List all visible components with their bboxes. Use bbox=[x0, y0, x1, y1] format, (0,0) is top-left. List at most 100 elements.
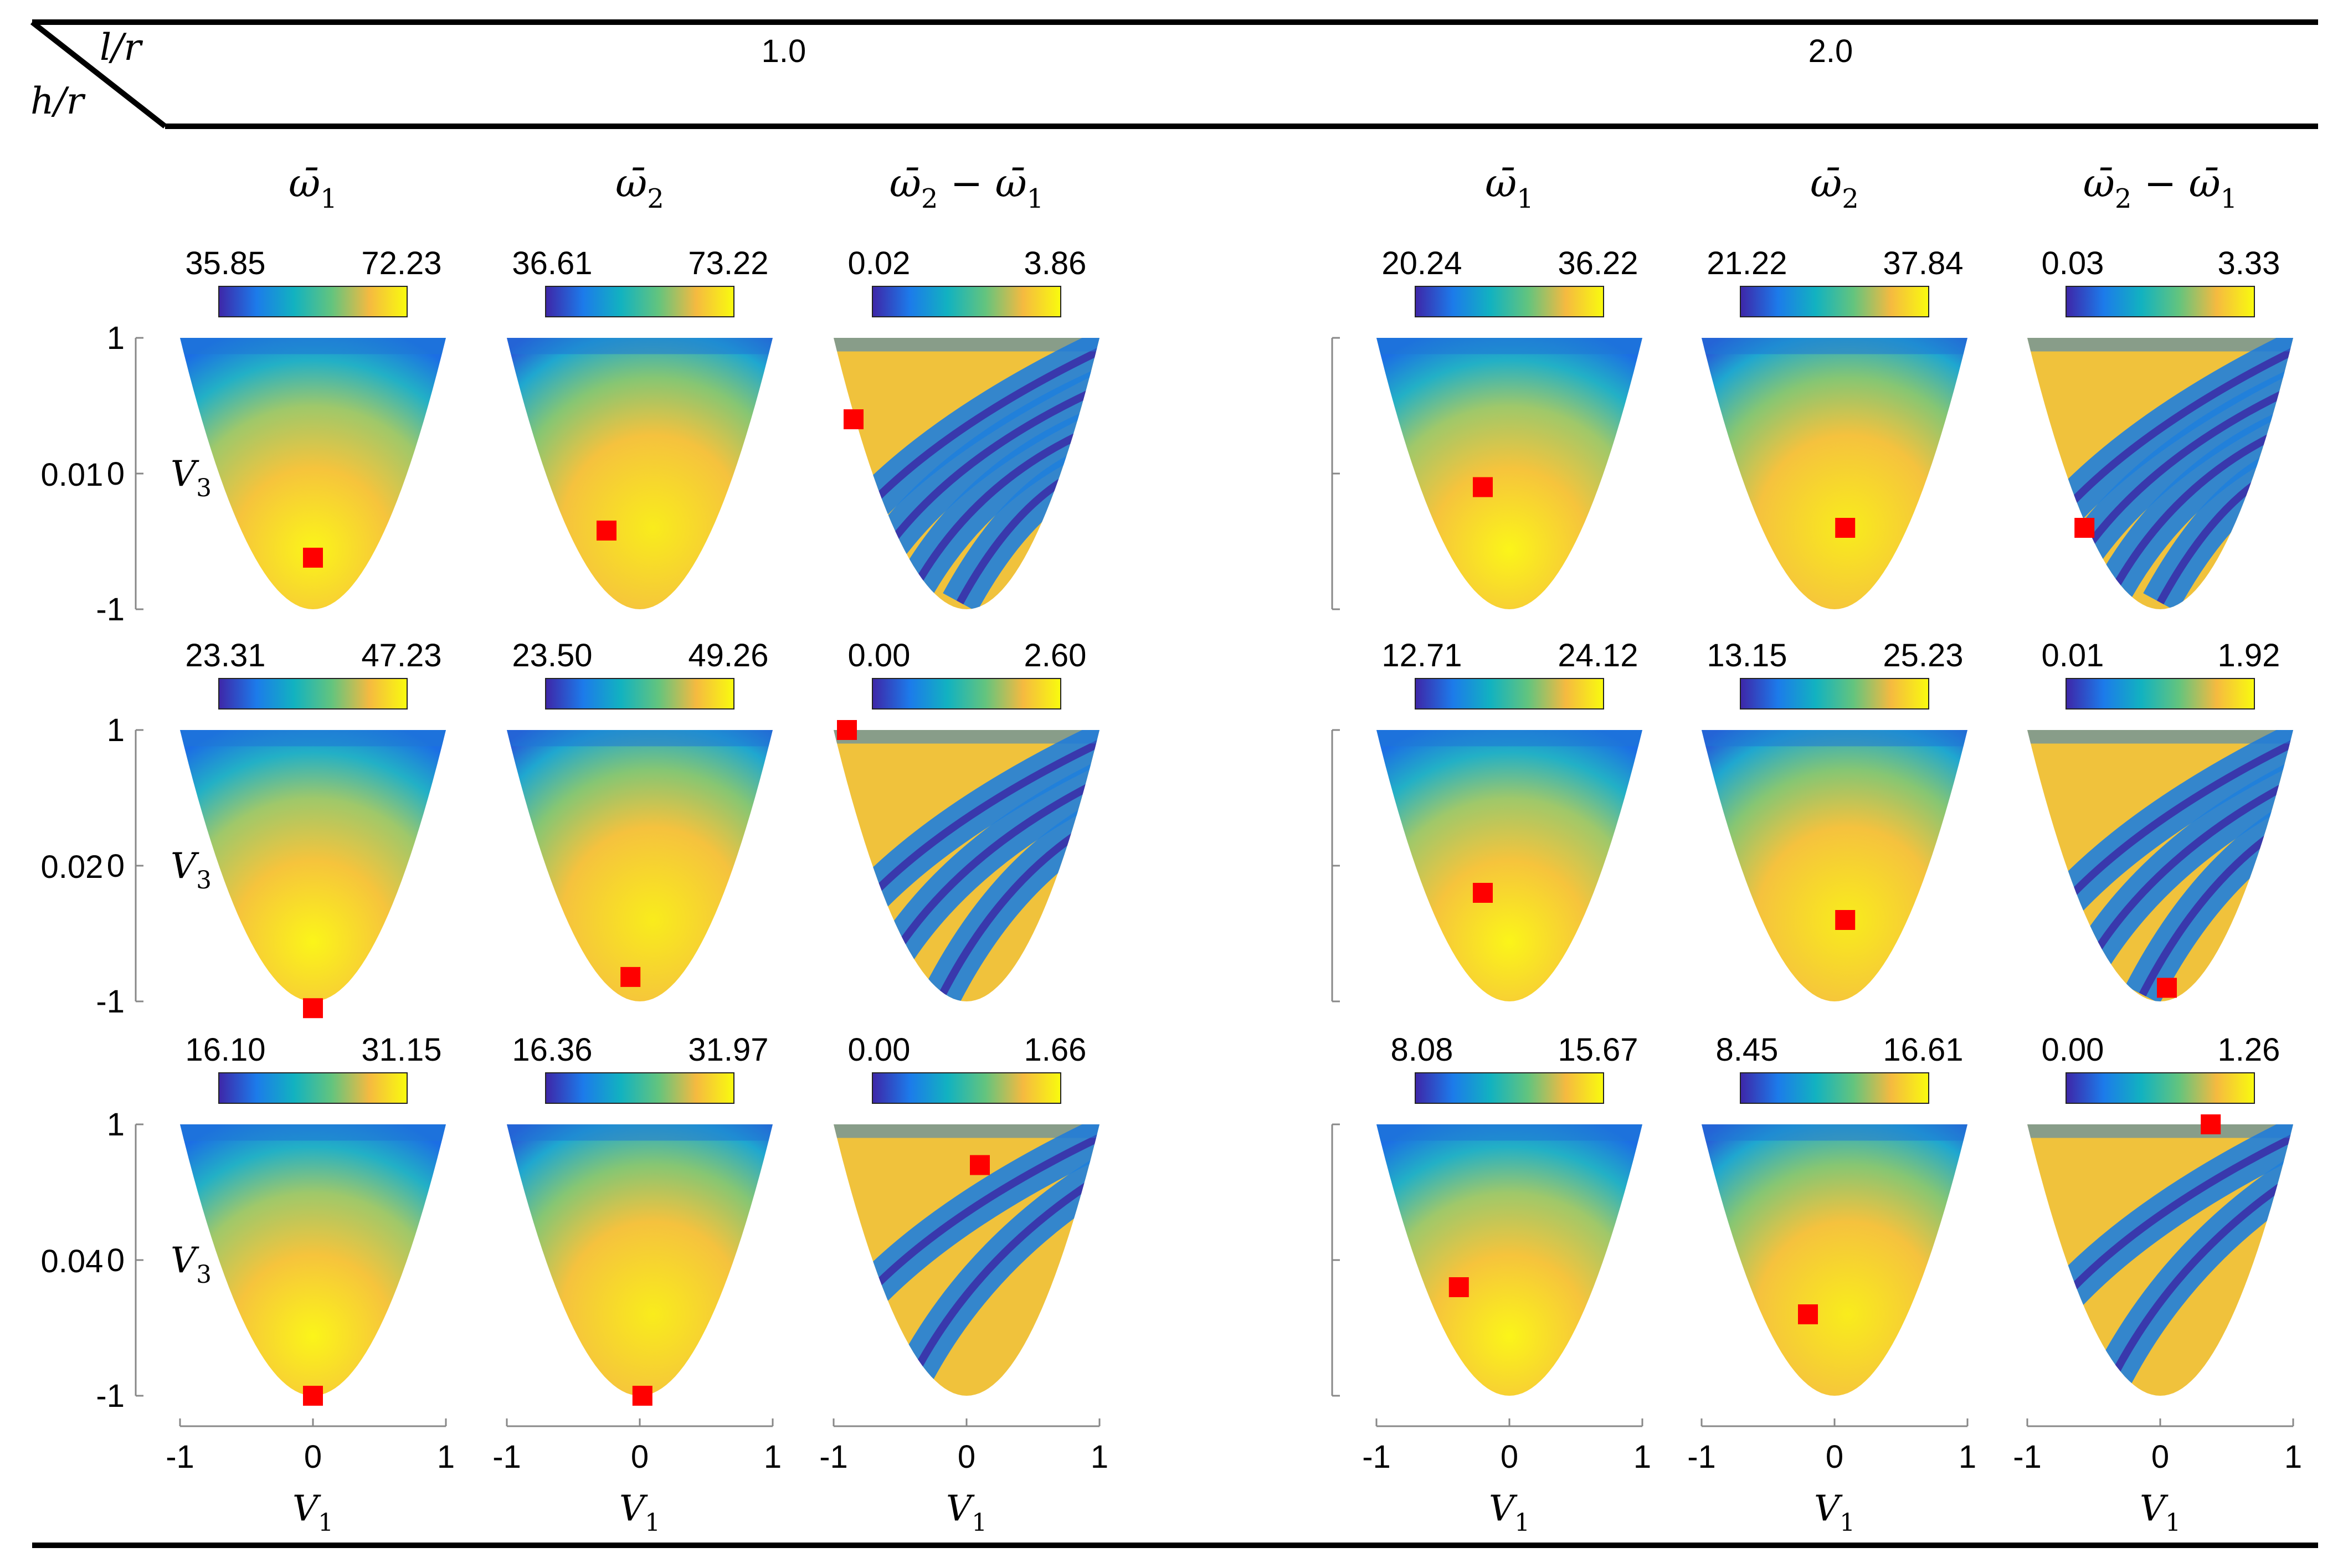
heatmap-field bbox=[1376, 730, 1642, 1001]
row-param-label: h/r bbox=[30, 80, 86, 122]
heatmap-field bbox=[1376, 1124, 1642, 1396]
heatmap-field bbox=[1702, 338, 1967, 609]
colorbar-max-label: 31.97 bbox=[688, 1032, 768, 1068]
colorbar-max-label: 31.15 bbox=[361, 1032, 441, 1068]
optimum-marker bbox=[1473, 883, 1493, 903]
colorbar-max-label: 1.66 bbox=[1024, 1032, 1087, 1068]
y-tick-label: -1 bbox=[96, 592, 125, 628]
y-tick-label: 0 bbox=[107, 456, 125, 492]
colorbar-max-label: 1.92 bbox=[2218, 638, 2280, 674]
y-tick-label: 0 bbox=[107, 1242, 125, 1278]
colorbar bbox=[872, 678, 1061, 710]
colorbar-min-label: 0.02 bbox=[848, 245, 911, 281]
colorbar-min-label: 23.31 bbox=[185, 638, 265, 674]
row-label: 0.02 bbox=[41, 849, 104, 885]
x-tick-label: -1 bbox=[819, 1439, 848, 1475]
colorbar bbox=[2066, 1072, 2255, 1104]
colorbar-min-label: 36.61 bbox=[512, 245, 592, 281]
panel-r1-c3: 0.02 3.86 bbox=[834, 245, 1099, 609]
x-tick-label: 0 bbox=[1826, 1439, 1843, 1475]
panel-r1-c1: 35.85 72.23 bbox=[180, 245, 446, 609]
optimum-marker bbox=[597, 520, 616, 541]
colorbar bbox=[1415, 286, 1604, 317]
x-tick-label: -1 bbox=[166, 1439, 194, 1475]
heatmap-field bbox=[1702, 730, 1967, 1001]
optimum-marker bbox=[1473, 477, 1493, 497]
panel-r2-c4: 12.71 24.12 bbox=[1376, 638, 1642, 1001]
colorbar-max-label: 37.84 bbox=[1883, 245, 1963, 281]
colorbar-max-label: 47.23 bbox=[361, 638, 441, 674]
column-header: ω̄2 − ω̄1 bbox=[2083, 161, 2237, 214]
colorbar bbox=[1740, 1072, 1929, 1104]
x-axis-label: V1 bbox=[2140, 1488, 2181, 1537]
column-header: ω̄1 bbox=[1485, 161, 1534, 214]
x-axis-label: V1 bbox=[292, 1488, 333, 1537]
x-tick-label: 1 bbox=[1091, 1439, 1108, 1475]
x-tick-label: 0 bbox=[304, 1439, 322, 1475]
column-header: ω̄2 − ω̄1 bbox=[890, 161, 1044, 214]
y-tick-label: -1 bbox=[96, 984, 125, 1020]
panel-r1-c5: 21.22 37.84 bbox=[1702, 245, 1967, 609]
heatmap-field bbox=[507, 1124, 773, 1396]
x-tick-label: 1 bbox=[764, 1439, 782, 1475]
optimum-marker bbox=[620, 966, 641, 987]
panel-r1-c4: 20.24 36.22 bbox=[1376, 245, 1642, 609]
optimum-marker bbox=[1798, 1304, 1818, 1324]
heatmap-field bbox=[834, 338, 1099, 609]
panel-r1-c6: 0.03 3.33 bbox=[2027, 245, 2293, 609]
x-axis-label: V1 bbox=[946, 1488, 987, 1537]
x-tick-label: 0 bbox=[958, 1439, 975, 1475]
panel-r3-c6: 0.00 1.26 bbox=[2027, 1032, 2293, 1396]
colorbar bbox=[545, 286, 734, 317]
colorbar-max-label: 24.12 bbox=[1558, 638, 1638, 674]
x-tick-label: -1 bbox=[1362, 1439, 1391, 1475]
group-label-2: 2.0 bbox=[1808, 33, 1853, 69]
row-label: 0.01 bbox=[41, 457, 104, 493]
panel-r1-c2: 36.61 73.22 bbox=[507, 245, 773, 609]
heatmap-field bbox=[1702, 1124, 1967, 1396]
optimum-marker bbox=[844, 409, 864, 429]
colorbar bbox=[1740, 286, 1929, 317]
optimum-marker bbox=[837, 720, 857, 740]
panel-r2-c2: 23.50 49.26 bbox=[507, 638, 773, 1001]
y-tick-label: 1 bbox=[107, 712, 125, 748]
heatmap-field bbox=[834, 730, 1099, 1001]
colorbar bbox=[1740, 678, 1929, 710]
x-tick-label: 1 bbox=[2284, 1439, 2302, 1475]
panel-r3-c5: 8.45 16.61 bbox=[1702, 1032, 1967, 1396]
colorbar bbox=[2066, 678, 2255, 710]
x-tick-label: 1 bbox=[1633, 1439, 1651, 1475]
colorbar bbox=[872, 1072, 1061, 1104]
panel-r2-c6: 0.01 1.92 bbox=[2027, 638, 2293, 1001]
y-axis-label: V3 bbox=[171, 846, 212, 894]
colorbar-max-label: 15.67 bbox=[1558, 1032, 1638, 1068]
x-tick-label: 0 bbox=[631, 1439, 649, 1475]
colorbar-min-label: 0.00 bbox=[2042, 1032, 2104, 1068]
colorbar-min-label: 35.85 bbox=[185, 245, 265, 281]
colorbar-max-label: 36.22 bbox=[1558, 245, 1638, 281]
colorbar-max-label: 3.33 bbox=[2218, 245, 2280, 281]
x-tick-label: 1 bbox=[437, 1439, 455, 1475]
x-tick-label: -1 bbox=[1687, 1439, 1716, 1475]
colorbar bbox=[872, 286, 1061, 317]
group-label-1: 1.0 bbox=[762, 33, 806, 69]
diagonal-rule bbox=[30, 20, 167, 128]
colorbar bbox=[1415, 678, 1604, 710]
optimum-marker bbox=[970, 1155, 990, 1175]
heatmap-field bbox=[180, 1124, 446, 1396]
x-axis-label: V1 bbox=[1814, 1488, 1855, 1537]
x-axis-label: V1 bbox=[1489, 1488, 1530, 1537]
optimum-marker bbox=[2074, 518, 2095, 538]
colorbar bbox=[218, 286, 408, 317]
colorbar-min-label: 16.36 bbox=[512, 1032, 592, 1068]
y-axis-label: V3 bbox=[171, 454, 212, 502]
optimum-marker bbox=[2201, 1114, 2221, 1134]
colorbar-min-label: 12.71 bbox=[1381, 638, 1462, 674]
y-tick-label: -1 bbox=[96, 1378, 125, 1414]
heatmap-field bbox=[180, 730, 446, 1001]
x-tick-label: 0 bbox=[1501, 1439, 1518, 1475]
colorbar-min-label: 0.00 bbox=[848, 1032, 911, 1068]
colorbar-min-label: 20.24 bbox=[1381, 245, 1462, 281]
colorbar-min-label: 16.10 bbox=[185, 1032, 265, 1068]
